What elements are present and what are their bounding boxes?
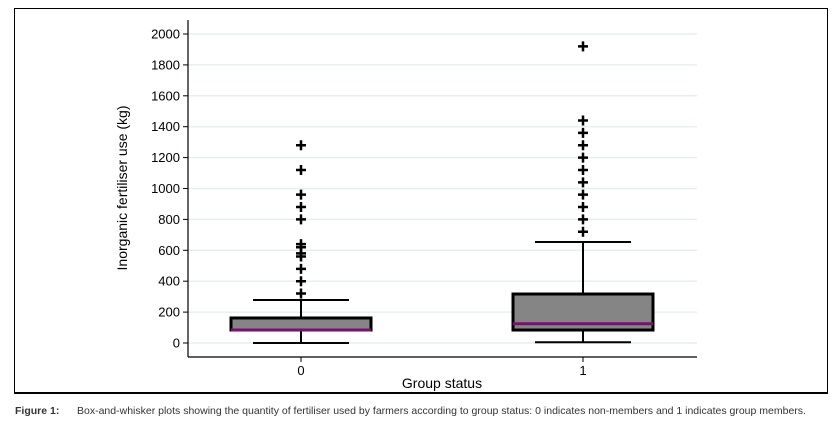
outlier-point: [296, 214, 306, 225]
y-tick-label: 1600: [151, 88, 180, 103]
y-tick-label: 2000: [151, 27, 180, 42]
outlier-point: [296, 239, 306, 250]
y-tick-label: 1400: [151, 119, 180, 134]
y-tick-label: 1800: [151, 57, 180, 72]
x-axis-label: Group status: [402, 375, 482, 391]
outlier-point: [296, 276, 306, 287]
y-tick-label: 400: [158, 274, 180, 289]
y-tick-label: 1200: [151, 150, 180, 165]
outlier-point: [296, 164, 306, 175]
y-tick-label: 0: [173, 336, 180, 351]
outlier-point: [578, 202, 588, 213]
outlier-point: [296, 263, 306, 274]
y-tick-label: 200: [158, 305, 180, 320]
outlier-point: [578, 226, 588, 237]
outlier-point: [578, 115, 588, 126]
outlier-point: [578, 214, 588, 225]
y-axis-label: Inorganic fertiliser use (kg): [114, 106, 130, 271]
box-plot-chart: 0 200 400 600 800 1000 1200 1400 1600 1800 2000 0 1 G…: [114, 20, 697, 391]
caption-label: Figure 1:: [15, 405, 60, 417]
box: [229, 316, 373, 332]
outlier-point: [578, 140, 588, 151]
outlier-point: [578, 177, 588, 188]
y-tick-label: 800: [158, 212, 180, 227]
outlier-point: [296, 140, 306, 151]
figure-frame: [14, 8, 828, 394]
outlier-point: [578, 189, 588, 200]
outlier-point: [296, 288, 306, 299]
x-tick-label: 0: [297, 363, 304, 378]
y-tick-label: 600: [158, 243, 180, 258]
figure-caption: Figure 1: Box-and-whisker plots showing …: [15, 405, 820, 418]
outlier-point: [578, 41, 588, 52]
outlier-point: [296, 202, 306, 213]
outlier-point: [578, 152, 588, 163]
y-tick-label: 1000: [151, 181, 180, 196]
outlier-point: [578, 164, 588, 175]
outlier-point: [296, 189, 306, 200]
x-tick-label: 1: [579, 363, 586, 378]
caption-text: Box-and-whisker plots showing the quanti…: [77, 405, 806, 417]
outlier-point: [578, 127, 588, 138]
